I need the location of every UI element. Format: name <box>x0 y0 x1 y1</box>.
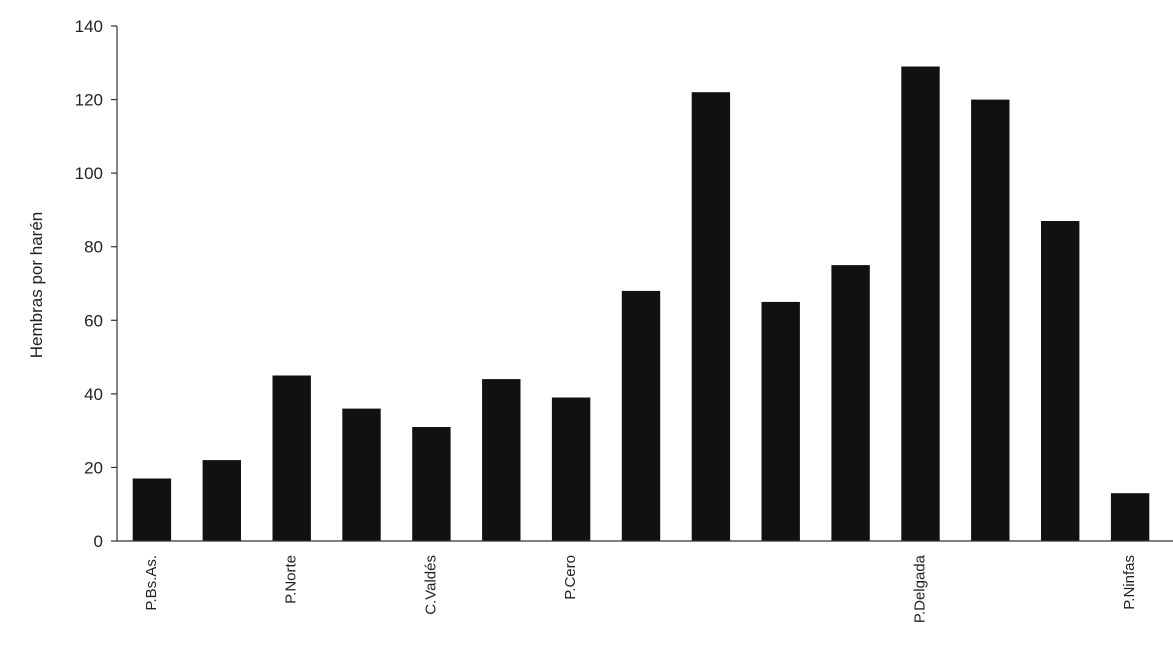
y-tick-label: 0 <box>94 532 103 551</box>
y-axis: 0 20 40 60 80 100 120 140 <box>75 17 118 551</box>
y-tick-label: 100 <box>75 164 103 183</box>
bar <box>691 92 731 541</box>
y-tick-label: 60 <box>84 311 103 330</box>
bar <box>1041 221 1080 541</box>
bar <box>831 265 870 541</box>
x-locality-label: P.Ninfas <box>1121 555 1138 610</box>
bar <box>482 379 521 541</box>
bar <box>621 290 661 541</box>
y-tick-label: 120 <box>75 91 103 110</box>
y-tick-label: 20 <box>84 458 103 477</box>
bar <box>342 408 381 541</box>
bar <box>412 427 451 541</box>
y-tick-label: 140 <box>75 17 103 36</box>
bar <box>272 375 311 541</box>
x-locality-label: P.Delgada <box>911 554 928 623</box>
y-tick-label: 40 <box>84 385 103 404</box>
bar <box>761 301 800 541</box>
x-locality-label: P.Cero <box>562 555 579 600</box>
x-locality-label: P.Bs.As. <box>143 555 160 611</box>
bar <box>971 99 1010 541</box>
bar <box>551 397 591 541</box>
y-tick-label: 80 <box>84 238 103 257</box>
x-axis: P.Bs.As. P.Norte C.Valdés P.Cero P.Delgada P.… <box>117 540 1173 623</box>
bars <box>132 66 1150 541</box>
bar <box>1110 493 1150 541</box>
bar <box>132 478 172 541</box>
bar <box>202 460 241 541</box>
y-axis-title: Hembras por harén <box>27 212 46 358</box>
bar <box>901 66 940 541</box>
x-locality-label: P.Norte <box>283 555 300 604</box>
x-locality-label: C.Valdés <box>422 555 439 615</box>
